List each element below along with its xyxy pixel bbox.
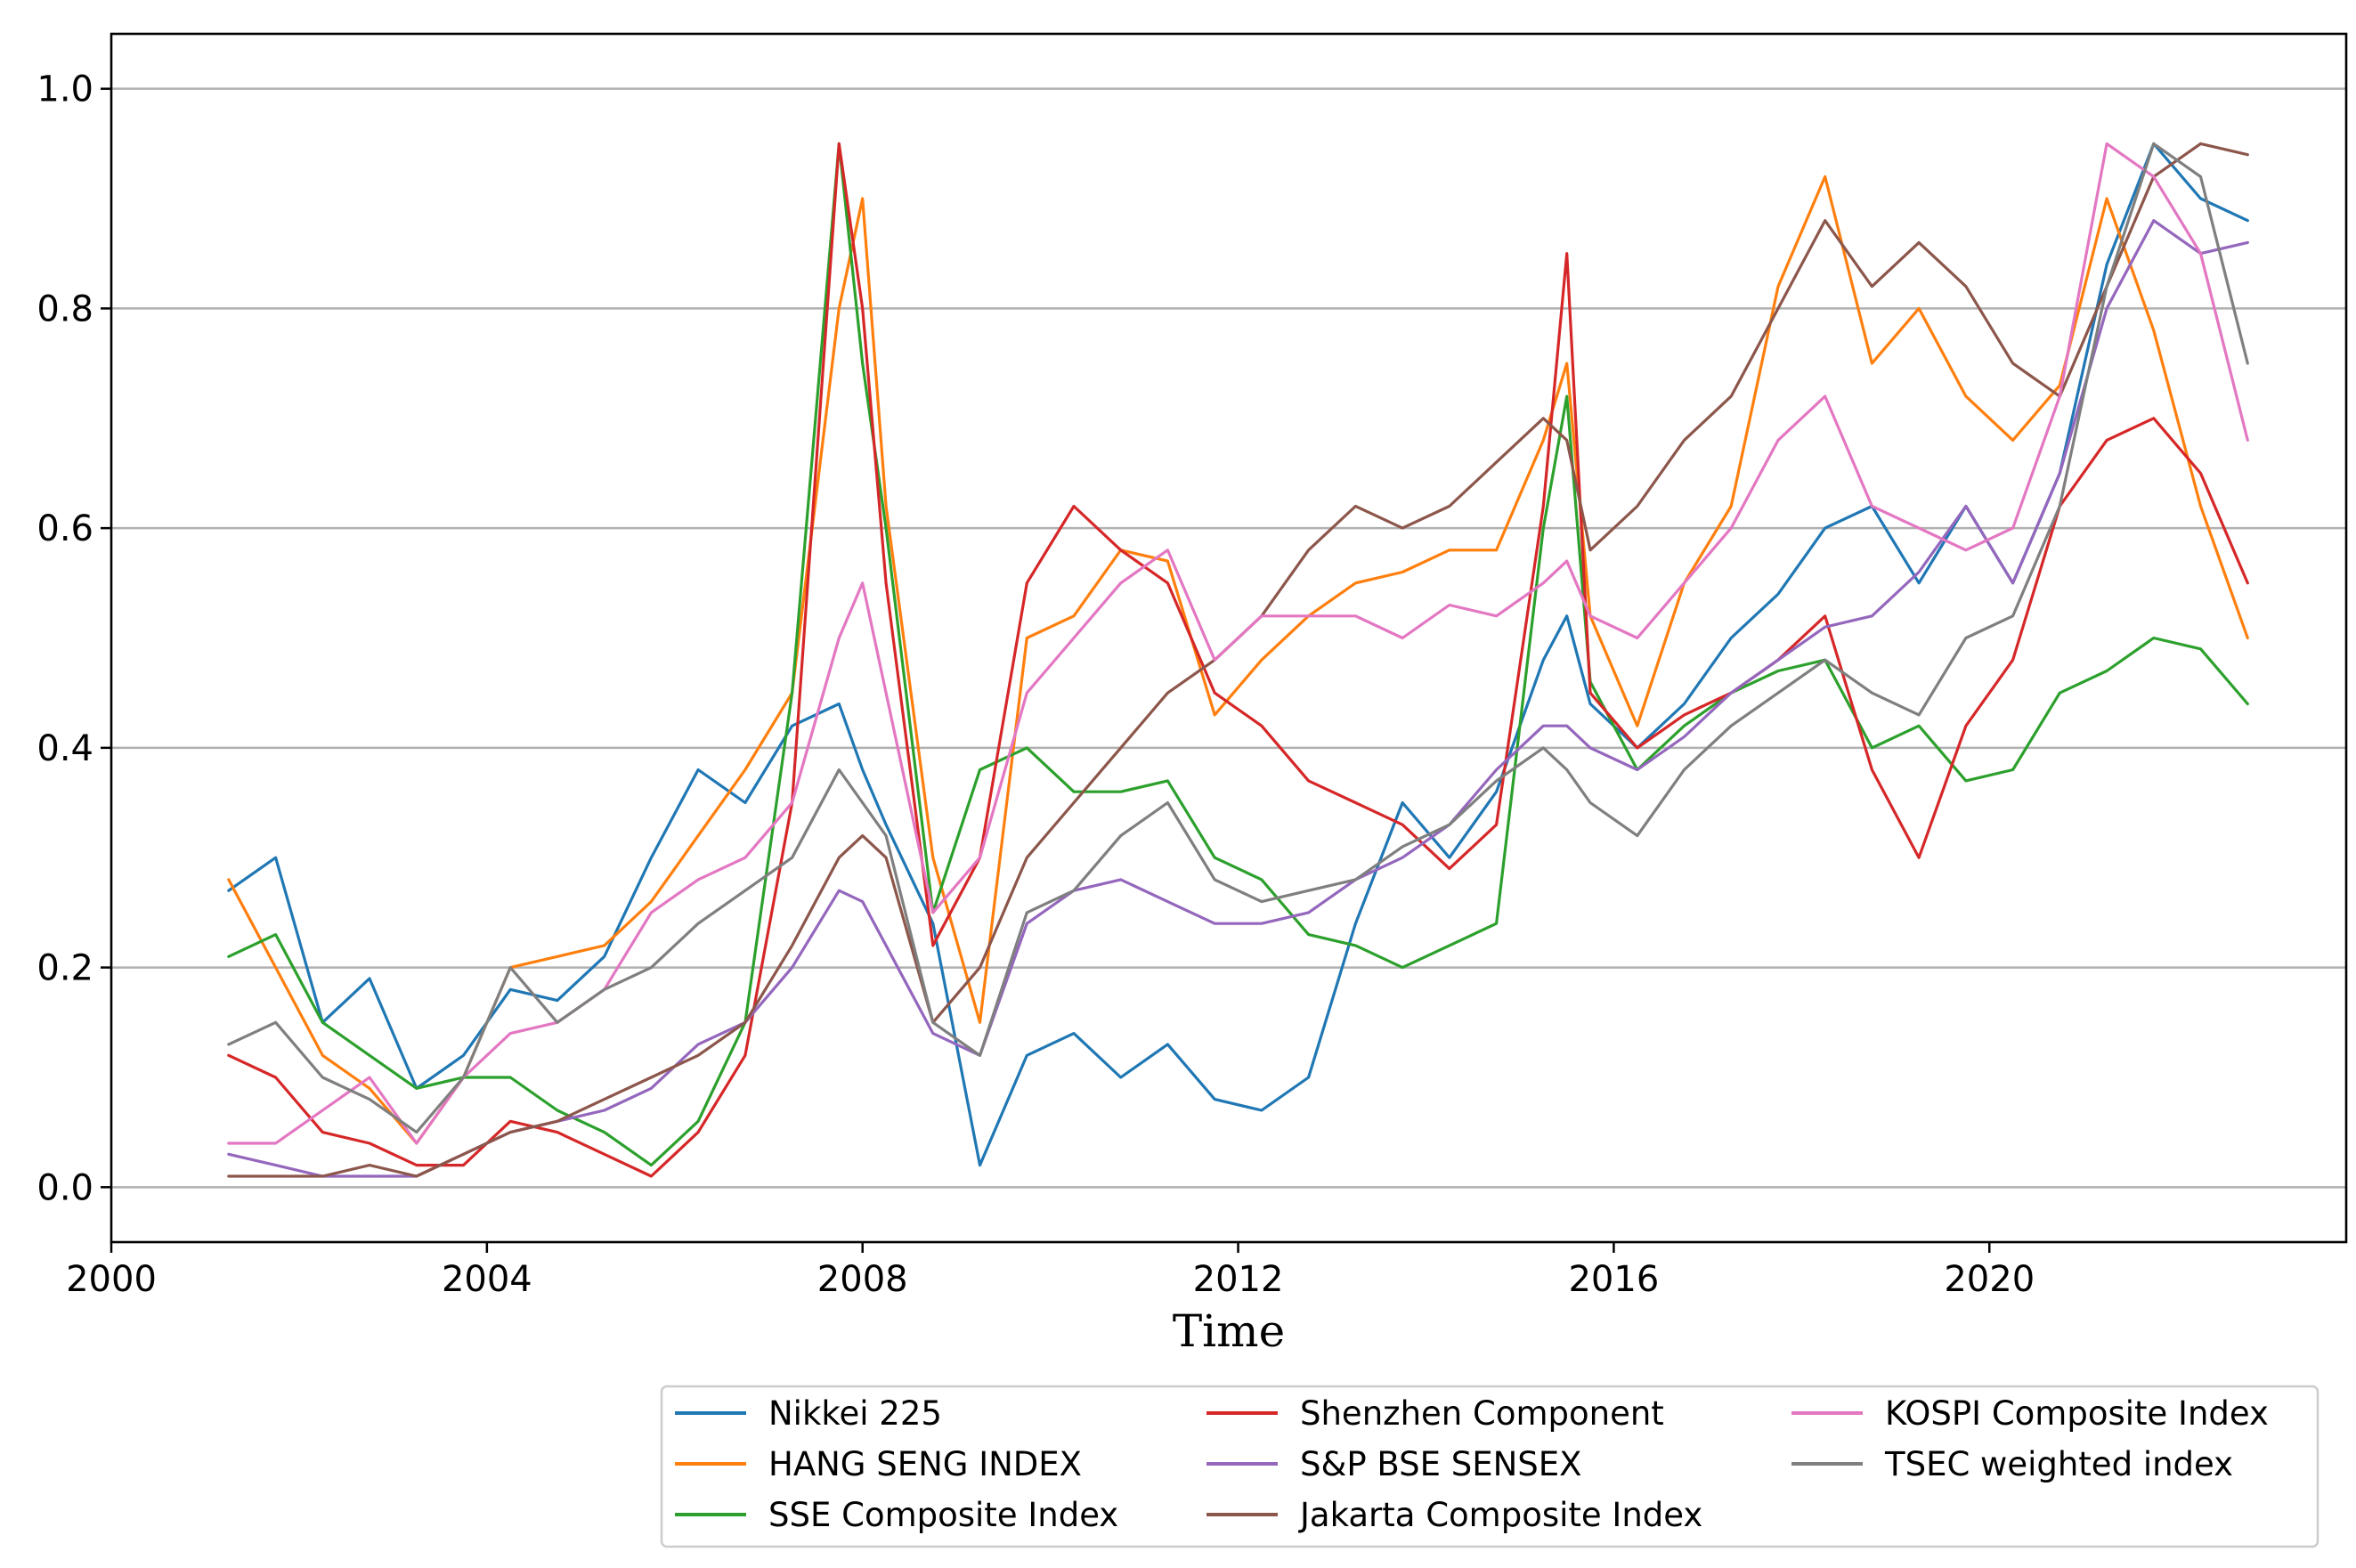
legend-label-jakarta-composite-index: Jakarta Composite Index	[1298, 1496, 1702, 1534]
x-axis: 2000 2004 2008 2012 2016 2020	[66, 1242, 2035, 1300]
x-tick-label: 2000	[66, 1259, 157, 1300]
plot-lines	[227, 142, 2249, 1178]
series-line-shenzhen-component	[227, 142, 2249, 1178]
x-tick-label: 2020	[1944, 1259, 2035, 1300]
legend-label-kospi-composite-index: KOSPI Composite Index	[1885, 1394, 2269, 1433]
x-axis-title: Time	[1173, 1305, 1285, 1357]
series-line-tsec-weighted-index	[227, 142, 2249, 1134]
series-line-hang-seng-index	[227, 175, 2249, 1145]
y-tick-label: 0.0	[37, 1167, 93, 1208]
series-line-s-p-bse-sensex	[227, 219, 2249, 1178]
legend-label-shenzhen-component: Shenzhen Component	[1300, 1394, 1664, 1433]
y-tick-label: 0.2	[37, 948, 93, 989]
x-tick-label: 2008	[817, 1259, 908, 1300]
y-tick-label: 0.4	[37, 728, 93, 769]
legend-label-hang-seng-index: HANG SENG INDEX	[768, 1445, 1082, 1483]
x-tick-label: 2016	[1568, 1259, 1659, 1300]
series-line-sse-composite-index	[227, 142, 2249, 1167]
y-tick-label: 0.6	[37, 508, 93, 549]
y-tick-label: 0.8	[37, 288, 93, 329]
legend-label-s-p-bse-sensex: S&P BSE SENSEX	[1300, 1445, 1582, 1483]
legend-label-tsec-weighted-index: TSEC weighted index	[1884, 1445, 2233, 1483]
y-tick-label: 1.0	[37, 69, 93, 110]
legend-label-nikkei-225: Nikkei 225	[768, 1394, 942, 1433]
y-axis: 0.0 0.2 0.4 0.6 0.8 1.0	[37, 69, 111, 1208]
series-line-nikkei-225	[227, 142, 2249, 1167]
y-gridlines	[111, 87, 2346, 1189]
x-tick-label: 2004	[442, 1259, 532, 1300]
x-tick-label: 2012	[1193, 1259, 1284, 1300]
legend: Nikkei 225 HANG SENG INDEX SSE Composite I…	[660, 1385, 2319, 1548]
plot-frame	[110, 32, 2348, 1244]
legend-label-sse-composite-index: SSE Composite Index	[768, 1496, 1118, 1534]
legend-box	[660, 1385, 2319, 1548]
